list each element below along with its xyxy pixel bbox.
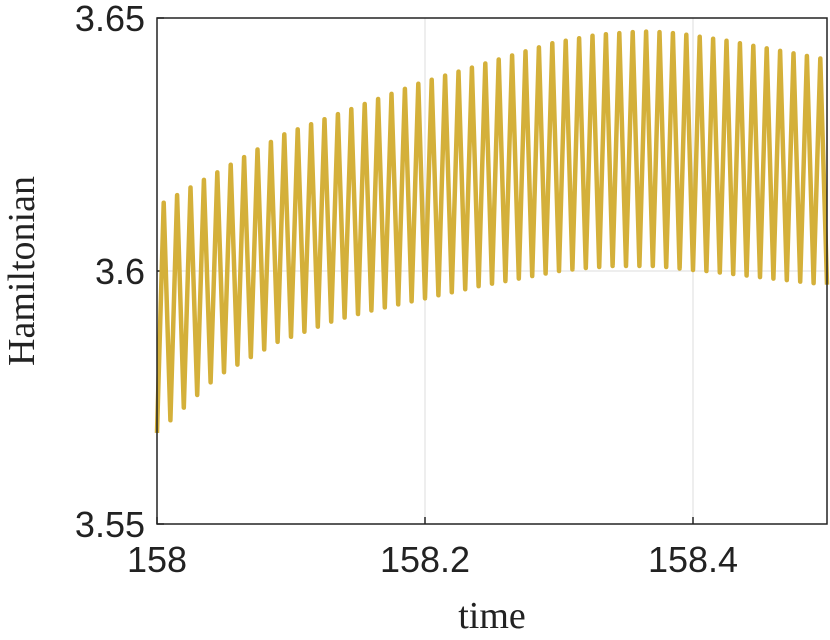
x-tick-label: 158.4 [648, 539, 738, 580]
y-tick-label: 3.65 [75, 0, 145, 39]
y-tick-label: 3.6 [95, 251, 145, 292]
x-axis-label: time [458, 595, 526, 637]
x-tick-label: 158 [127, 539, 187, 580]
x-tick-label: 158.2 [380, 539, 470, 580]
y-axis-label: Hamiltonian [1, 176, 43, 366]
data-line [154, 29, 830, 433]
plot-frame [156, 17, 828, 525]
y-tick-label: 3.55 [75, 504, 145, 545]
